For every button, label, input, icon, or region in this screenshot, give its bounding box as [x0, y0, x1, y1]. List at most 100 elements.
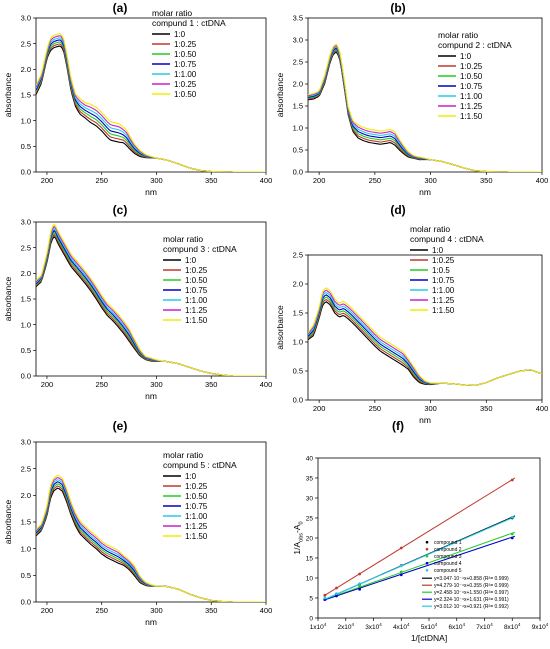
y-tick-label: 3.0: [21, 218, 31, 227]
legend-entry: 1:1.00: [185, 512, 208, 521]
x-tick-label: 250: [369, 176, 382, 185]
y-axis-label: absorbance: [275, 305, 285, 350]
x-tick-label: 350: [205, 176, 218, 185]
y-tick-label: 40: [306, 456, 314, 463]
panel-label: (e): [113, 419, 128, 433]
series-line-5: [36, 477, 266, 602]
panel-d: (d) 200 250 300 350 400 0.0 0.5 1.0 1.5 2.0 2.5 nm ab…: [275, 203, 548, 425]
legend-subtitle: compund 4 : ctDNA: [410, 234, 484, 244]
x-tick-label: 200: [41, 176, 54, 185]
y-tick-label: 3.5: [293, 14, 303, 23]
series-line-3: [36, 39, 266, 172]
y-tick-label: 30: [306, 496, 314, 503]
legend-title: molar ratio: [152, 8, 192, 18]
y-axis-label: absorbance: [3, 277, 13, 322]
y-tick-label: 2.0: [293, 280, 303, 289]
legend-subtitle: compund 3 : ctDNA: [163, 244, 237, 254]
legend-marker: [425, 568, 429, 572]
panel-label: (c): [113, 203, 128, 217]
y-tick-label: 2.5: [21, 464, 31, 473]
legend-entry: 1:0.75: [185, 502, 208, 511]
legend-entry: 1:0.5: [432, 266, 450, 275]
y-tick-label: 2.0: [21, 269, 31, 278]
x-tick-label: 250: [95, 176, 108, 185]
panel-label: (b): [390, 1, 405, 15]
y-tick-label: 0.0: [21, 168, 31, 177]
x-axis-label: nm: [145, 391, 157, 401]
y-axis-label: absorbance: [3, 500, 13, 545]
series-line-5: [36, 35, 266, 172]
legend-entry: 1:0.25: [174, 40, 197, 49]
data-point: [510, 515, 514, 519]
y-tick-label: 1.0: [21, 544, 31, 553]
y-tick-label: 0.5: [293, 146, 303, 155]
x-tick-label: 400: [536, 404, 549, 413]
y-tick-label: 0.0: [21, 372, 31, 381]
legend-entry: 1:0.50: [185, 276, 208, 285]
legend-title: molar ratio: [163, 450, 203, 460]
y-tick-label: 0.0: [293, 168, 303, 177]
legend-entry: 1:0: [185, 472, 197, 481]
y-tick-label: 2.5: [293, 251, 303, 260]
x-tick-label: 6x104: [448, 622, 465, 631]
panel-label: (a): [113, 1, 128, 15]
x-tick-label: 400: [260, 606, 273, 615]
y-tick-label: 0.5: [21, 346, 31, 355]
plot-area: [36, 33, 266, 172]
legend-entry: 1:1.50: [185, 532, 208, 541]
y-tick-label: 0.5: [21, 142, 31, 151]
data-point: [335, 594, 338, 598]
legend-title: molar ratio: [163, 234, 203, 244]
plot-frame: [35, 17, 267, 173]
data-point: [358, 584, 362, 588]
plot-area: [308, 287, 542, 387]
x-tick-label: 200: [41, 606, 54, 615]
legend-marker: [425, 540, 429, 544]
legend-entry: 1:1.25: [432, 296, 455, 305]
legend-entry: 1:1.25: [460, 102, 483, 111]
legend-entry: 1:0.25: [460, 62, 483, 71]
y-tick-label: 1.5: [293, 309, 303, 318]
legend-entry: 1:0.50: [185, 492, 208, 501]
data-point: [335, 592, 338, 595]
x-tick-label: 3x104: [365, 622, 382, 631]
legend-entry: 1:0.25: [185, 482, 208, 491]
x-tick-label: 400: [260, 380, 273, 389]
series-line-6: [36, 474, 266, 602]
fit-line-4: [323, 516, 516, 601]
x-tick-label: 300: [150, 380, 163, 389]
x-tick-label: 250: [95, 606, 108, 615]
y-axis-label: absorbance: [3, 73, 13, 118]
fit-line-2: [323, 531, 516, 601]
x-axis-label: nm: [145, 617, 157, 627]
legend-entry: compound 4: [434, 561, 462, 567]
y-tick-label: 3.0: [21, 438, 31, 447]
data-point: [358, 572, 362, 576]
series-line-4: [36, 37, 266, 172]
legend-subtitle: compund 5 : ctDNA: [163, 460, 237, 470]
legend-marker: [425, 561, 429, 565]
legend-entry: compound 3: [434, 554, 462, 560]
x-axis-label: 1/[ctDNA]: [411, 633, 447, 643]
series-line-3: [308, 47, 542, 172]
legend-title: molar ratio: [410, 224, 450, 234]
fit-line-3: [323, 535, 516, 601]
series-line-1: [36, 43, 266, 172]
y-tick-label: 2.0: [21, 65, 31, 74]
y-tick-label: 1.0: [293, 124, 303, 133]
y-tick-label: 1.0: [293, 338, 303, 347]
x-tick-label: 250: [369, 404, 382, 413]
y-axis-label: absorbance: [275, 73, 285, 118]
legend-entry: 1:0: [432, 246, 444, 255]
x-tick-label: 200: [313, 176, 326, 185]
x-tick-label: 250: [95, 380, 108, 389]
y-tick-label: 0.0: [21, 598, 31, 607]
data-point: [358, 582, 362, 585]
legend-entry: 1:1.00: [460, 92, 483, 101]
y-tick-label: 15: [306, 556, 314, 563]
y-tick-label: 35: [306, 476, 314, 483]
x-tick-label: 4x104: [393, 622, 410, 631]
data-point: [335, 586, 338, 590]
